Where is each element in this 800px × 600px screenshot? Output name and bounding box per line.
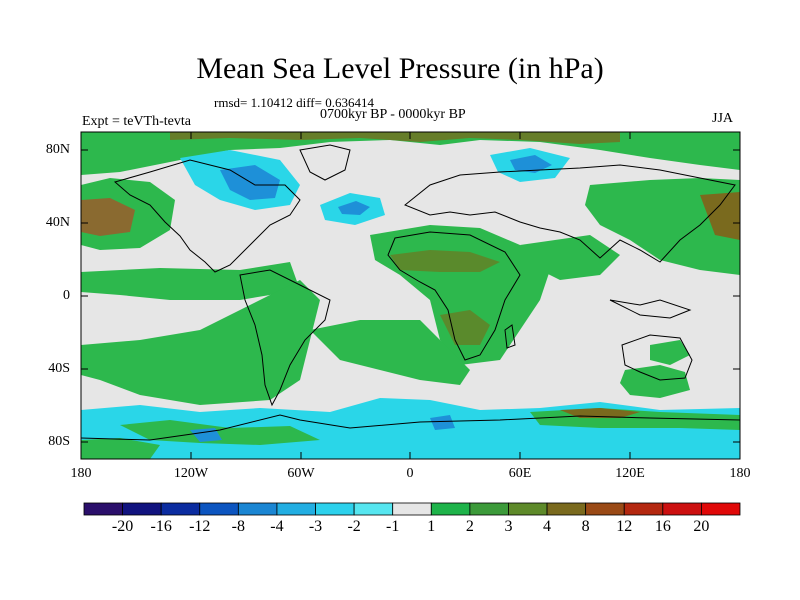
period-label: 0700kyr BP - 0000kyr BP [320, 107, 466, 122]
region-south-atlantic-green [310, 320, 470, 385]
colorbar-label: 12 [616, 518, 633, 535]
colorbar-label: 20 [693, 518, 710, 535]
colorbar-label: -16 [150, 518, 172, 535]
lon-tick-0: 0 [406, 466, 414, 481]
colorbar-swatch [315, 502, 355, 516]
lon-tick-120w: 120W [173, 466, 209, 481]
coast-madagascar [504, 324, 516, 349]
lon-tick-60e: 60E [508, 466, 532, 481]
colorbar-label: 8 [581, 518, 590, 535]
colorbar-swatch [585, 502, 625, 516]
colorbar-label: -4 [270, 518, 284, 535]
region-australia-green-north [650, 340, 690, 365]
colorbar-swatch [276, 502, 316, 516]
colorbar-swatch [83, 502, 123, 516]
region-southern-pacific-green [81, 280, 320, 405]
colorbar-label: -1 [386, 518, 400, 535]
colorbar-swatch [237, 502, 278, 516]
region-antarctic-blue-2 [430, 415, 455, 430]
coast-australia [621, 334, 693, 381]
region-east-asia-green [585, 178, 740, 275]
colorbar-label: 3 [504, 518, 513, 535]
coast-indonesia [609, 299, 692, 319]
lon-tick-120e: 120E [615, 466, 645, 481]
region-antarctic-green [120, 420, 320, 445]
colorbar-swatch [430, 502, 471, 516]
map-title: Mean Sea Level Pressure (in hPa) [196, 52, 604, 85]
pressure-anomaly-field [81, 132, 740, 459]
colorbar-swatch [508, 502, 548, 516]
colorbar-swatch [199, 502, 239, 516]
region-australia-green [620, 365, 690, 398]
colorbar-label: -12 [189, 518, 211, 535]
colorbar-swatch [623, 502, 664, 516]
colorbar-label: -2 [347, 518, 361, 535]
coast-eurasia [404, 164, 736, 263]
colorbar-label: -3 [308, 518, 323, 535]
colorbar [83, 502, 741, 516]
colorbar-label: -20 [111, 518, 134, 535]
colorbar-swatch [546, 502, 587, 516]
coast-antarctica [81, 414, 740, 441]
lat-tick-80s: 80S [48, 434, 70, 449]
region-antarctic-blue-1 [190, 428, 222, 442]
axis-ticks [81, 132, 740, 459]
coast-north-america [113, 159, 301, 273]
colorbar-swatch [122, 502, 162, 516]
colorbar-label: 4 [543, 518, 552, 535]
region-tropical-pacific-green [81, 262, 300, 300]
region-south-africa-olive [440, 310, 490, 345]
region-siberia-low-blue [510, 155, 552, 173]
experiment-label: Expt = teVTh-tevta [82, 114, 191, 129]
colorbar-swatch [160, 502, 201, 516]
colorbar-swatch [353, 502, 394, 516]
coast-africa [387, 231, 521, 361]
lon-tick-180e: 180 [729, 466, 751, 481]
coast-greenland [299, 144, 351, 181]
colorbar-swatch [469, 502, 509, 516]
region-east-asia-olive [700, 192, 740, 240]
region-antarctic-green-south [81, 438, 160, 459]
lon-tick-180w: 180 [70, 466, 92, 481]
region-indian-ocean-green [520, 235, 620, 280]
lat-tick-40n: 40N [45, 215, 70, 230]
season-label: JJA [712, 111, 734, 126]
colorbar-swatch [392, 502, 432, 516]
colorbar-label: 2 [465, 518, 474, 535]
colorbar-label: -8 [231, 518, 246, 535]
region-arctic-olive [170, 132, 620, 144]
colorbar-label: 1 [427, 518, 436, 535]
coast-south-america [239, 269, 331, 407]
lat-tick-0: 0 [63, 288, 70, 303]
lon-tick-60w: 60W [287, 466, 315, 481]
coastlines [81, 144, 740, 441]
colorbar-label: 16 [654, 518, 671, 535]
lat-tick-40s: 40S [48, 361, 70, 376]
lat-tick-80n: 80N [45, 142, 70, 157]
colorbar-swatch [701, 502, 741, 516]
stats-line: rmsd= 1.10412 diff= 0.636414 [214, 95, 374, 110]
region-atlantic-low-blue [338, 201, 370, 215]
region-sahara-olive [390, 250, 500, 272]
region-north-pacific-olive [81, 198, 135, 236]
colorbar-swatch [662, 502, 702, 516]
